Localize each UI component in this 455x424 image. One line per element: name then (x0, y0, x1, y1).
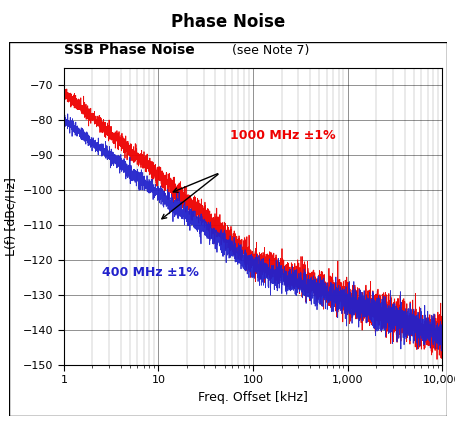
Y-axis label: L(f) [dBc/Hz]: L(f) [dBc/Hz] (5, 177, 17, 256)
Text: Phase Noise: Phase Noise (171, 13, 284, 31)
X-axis label: Freq. Offset [kHz]: Freq. Offset [kHz] (198, 391, 307, 404)
Text: 400 MHz ±1%: 400 MHz ±1% (101, 265, 198, 279)
Text: 1000 MHz ±1%: 1000 MHz ±1% (230, 129, 335, 142)
Text: SSB Phase Noise: SSB Phase Noise (64, 43, 194, 57)
Text: (see Note 7): (see Note 7) (228, 44, 308, 57)
